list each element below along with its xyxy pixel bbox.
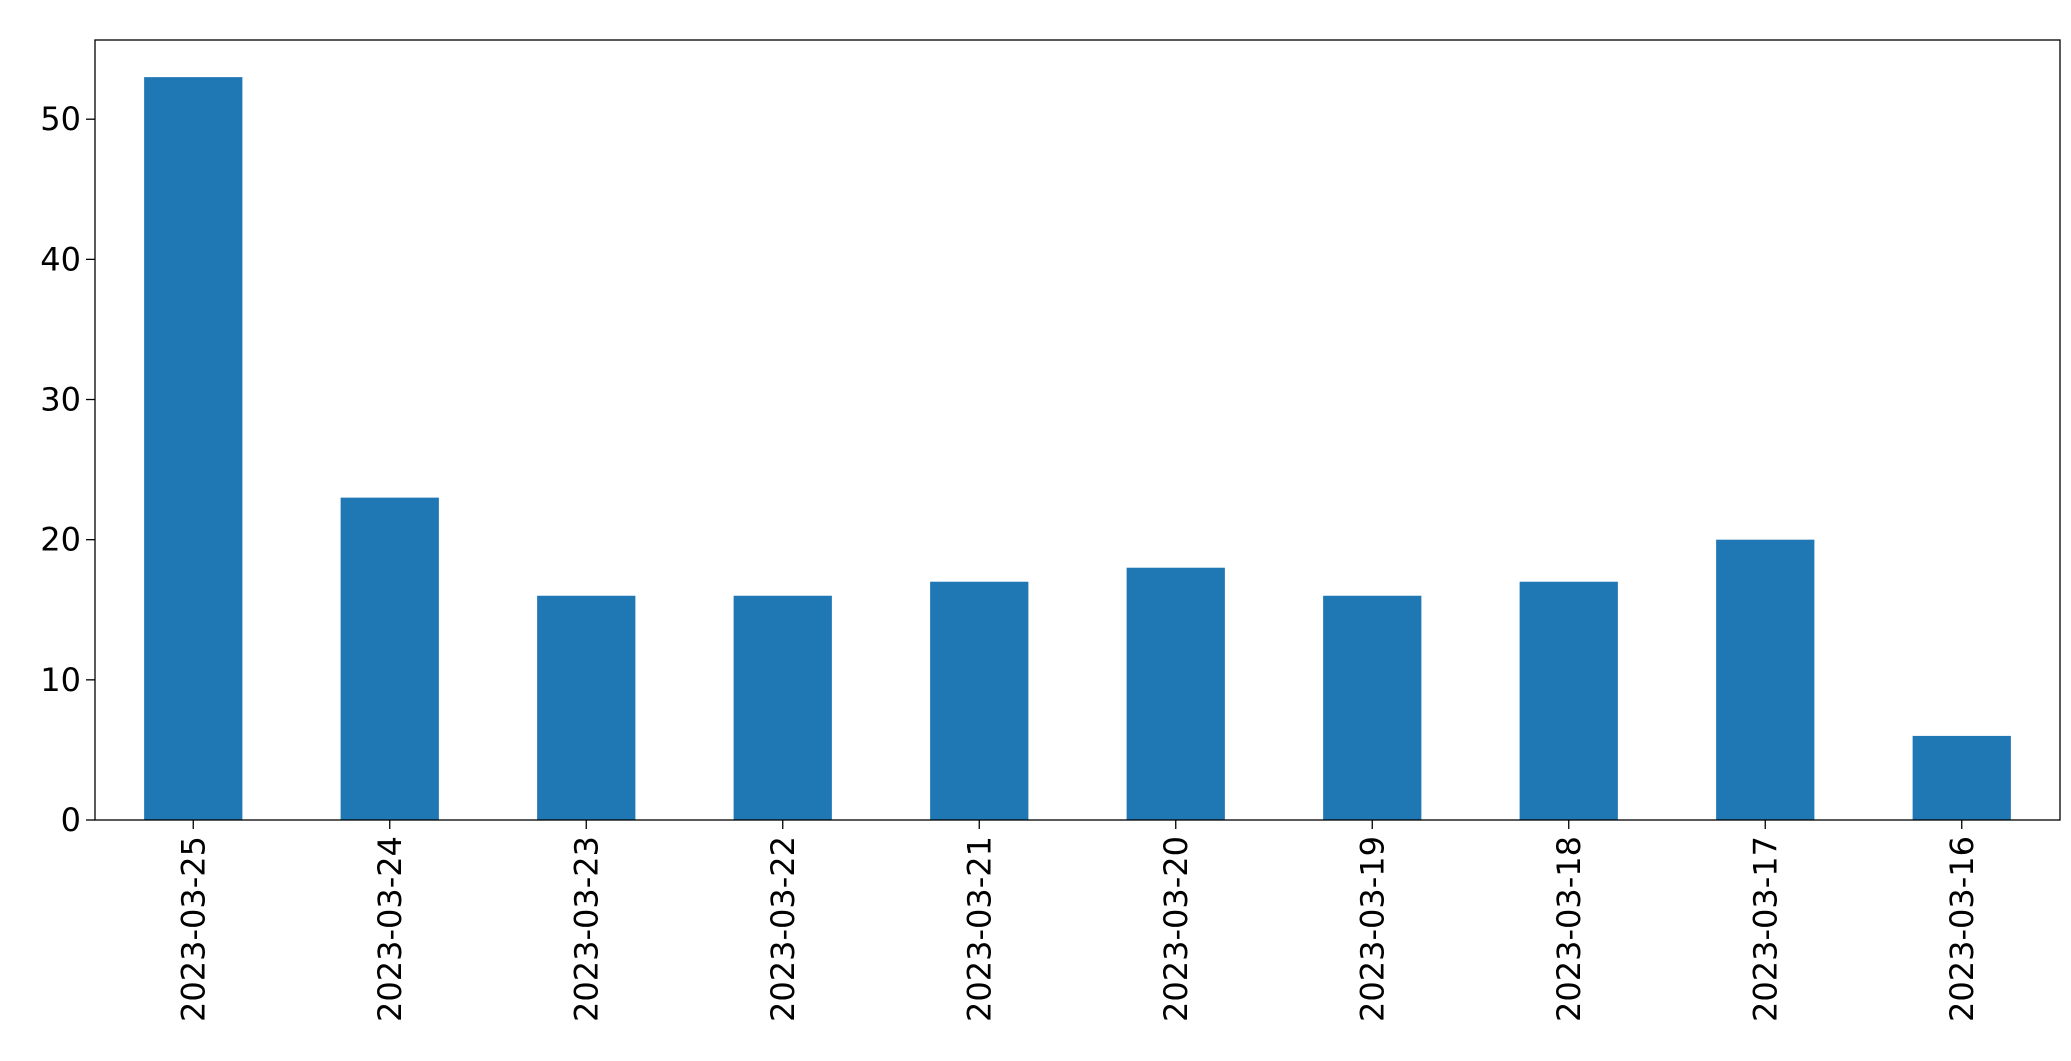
- bar: [1716, 539, 1815, 820]
- bar: [537, 595, 636, 820]
- x-tick-label: 2023-03-22: [764, 836, 802, 1022]
- y-tick-label: 20: [40, 521, 81, 559]
- y-tick-label: 50: [40, 100, 81, 138]
- bar: [930, 581, 1029, 820]
- bar: [1519, 581, 1618, 820]
- y-tick-label: 0: [61, 801, 81, 839]
- x-tick-label: 2023-03-25: [174, 836, 212, 1022]
- x-tick-label: 2023-03-21: [960, 836, 998, 1022]
- x-tick-label: 2023-03-16: [1943, 836, 1981, 1022]
- y-tick-label: 10: [40, 661, 81, 699]
- plot-frame: [94, 39, 2061, 821]
- bar: [340, 497, 439, 820]
- x-tick-label: 2023-03-18: [1550, 836, 1588, 1022]
- bar: [1126, 567, 1225, 820]
- bar: [1323, 595, 1422, 820]
- y-tick-label: 40: [40, 240, 81, 278]
- y-tick-label: 30: [40, 381, 81, 419]
- bar: [733, 595, 832, 820]
- x-tick-label: 2023-03-19: [1353, 836, 1391, 1022]
- x-tick-label: 2023-03-23: [567, 836, 605, 1022]
- x-tick-label: 2023-03-24: [371, 836, 409, 1022]
- bar: [144, 77, 243, 820]
- bar: [1912, 735, 2011, 820]
- x-tick-label: 2023-03-20: [1157, 836, 1195, 1022]
- x-tick-label: 2023-03-17: [1746, 836, 1784, 1022]
